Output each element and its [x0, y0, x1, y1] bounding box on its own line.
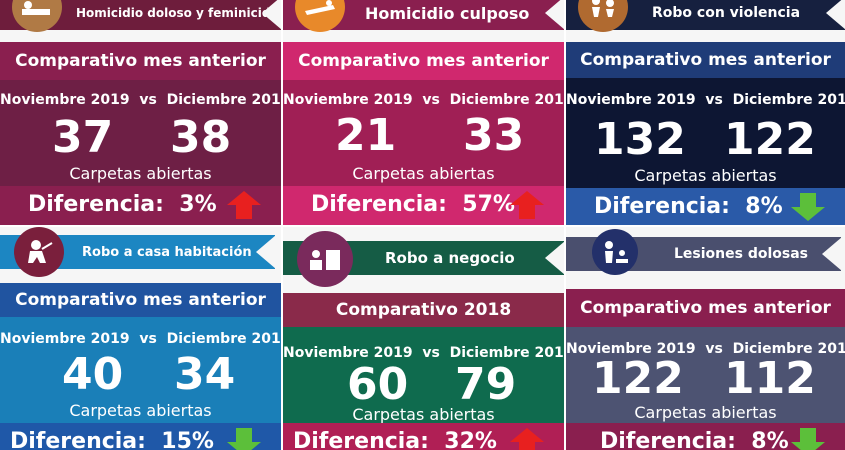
stats-box: Noviembre 2019 vs Diciembre 2019 132 122 … — [566, 78, 845, 188]
value-previous: 40 — [62, 349, 124, 400]
month-a: Noviembre 2019 — [0, 92, 130, 108]
difference-value: 15% — [161, 429, 214, 450]
panel-title: Robo con violencia — [652, 5, 801, 21]
month-a: Noviembre 2019 — [566, 341, 696, 357]
difference-label: Diferencia: — [28, 192, 164, 217]
month-b: Diciembre 2019 — [449, 92, 564, 108]
panel-homicidio-doloso: Homicidio doloso y feminicidio Comparati… — [0, 0, 281, 225]
shop-robbery-icon — [297, 231, 353, 287]
difference-value: 32% — [444, 429, 497, 450]
value-current: 34 — [174, 349, 236, 400]
panel-robo-negocio: Robo a negocio Comparativo 2018 Noviembr… — [283, 227, 564, 450]
panel-title: Robo a negocio — [385, 249, 515, 267]
month-a: Noviembre 2019 — [283, 345, 413, 361]
panel-homicidio-culposo: Homicidio culposo Comparativo mes anteri… — [283, 0, 564, 225]
stats-box: Noviembre 2019 vs Diciembre 2019 40 34 Ca… — [0, 317, 281, 423]
vs-label: vs — [705, 341, 723, 357]
difference-bar: Diferencia: 57% — [283, 186, 564, 225]
month-b: Diciembre 2019 — [732, 92, 845, 108]
difference-label: Diferencia: — [293, 429, 429, 450]
carpetas-label: Carpetas abiertas — [352, 405, 495, 424]
stats-box: Noviembre 2019 vs Diciembre 2019 37 38 Ca… — [0, 80, 281, 186]
month-b: Diciembre 2019 — [449, 345, 564, 361]
value-current: 33 — [463, 110, 525, 161]
stats-box: Noviembre 2019 vs Diciembre 2019 21 33 Ca… — [283, 80, 564, 186]
carpetas-label: Carpetas abiertas — [634, 403, 777, 422]
value-previous: 60 — [347, 359, 409, 410]
value-current: 112 — [724, 353, 816, 404]
burglar-icon — [14, 227, 64, 277]
panel-lesiones-dolosas: Lesiones dolosas Comparativo mes anterio… — [566, 227, 845, 450]
value-current: 122 — [724, 114, 816, 165]
month-b: Diciembre 2019 — [166, 331, 281, 347]
arrow-down-icon — [791, 428, 825, 450]
vs-label: vs — [422, 345, 440, 361]
difference-value: 8% — [745, 194, 783, 219]
carpetas-label: Carpetas abiertas — [69, 164, 212, 183]
carpetas-label: Carpetas abiertas — [352, 164, 495, 183]
panel-title: Homicidio doloso y feminicidio — [76, 6, 281, 20]
comparison-header: Comparativo mes anterior — [283, 42, 564, 80]
difference-label: Diferencia: — [600, 429, 736, 450]
injury-icon — [592, 229, 638, 275]
comparison-header: Comparativo mes anterior — [0, 42, 281, 80]
carpetas-label: Carpetas abiertas — [69, 401, 212, 420]
month-b: Diciembre 2019 — [732, 341, 845, 357]
difference-bar: Diferencia: 15% — [0, 423, 281, 450]
difference-bar: Diferencia: 8% — [566, 423, 845, 450]
difference-value: 3% — [179, 192, 217, 217]
comparison-header: Comparativo mes anterior — [566, 289, 845, 327]
vs-label: vs — [139, 331, 157, 347]
panel-title: Robo a casa habitación — [82, 244, 252, 260]
value-current: 38 — [170, 112, 232, 163]
vs-label: vs — [705, 92, 723, 108]
panel-title: Homicidio culposo — [365, 3, 530, 23]
arrow-up-icon — [227, 191, 261, 219]
difference-label: Diferencia: — [10, 429, 146, 450]
stats-box: Noviembre 2019 vs Diciembre 2019 122 112 … — [566, 327, 845, 423]
difference-label: Diferencia: — [311, 192, 447, 217]
arrow-down-icon — [791, 193, 825, 221]
value-previous: 37 — [52, 112, 114, 163]
arrow-down-icon — [227, 428, 261, 450]
month-a: Noviembre 2019 — [0, 331, 130, 347]
value-previous: 132 — [594, 114, 686, 165]
month-a: Noviembre 2019 — [566, 92, 696, 108]
stats-box: Noviembre 2019 vs Diciembre 2019 60 79 Ca… — [283, 327, 564, 424]
month-b: Diciembre 2019 — [166, 92, 281, 108]
difference-value: 8% — [751, 429, 789, 450]
difference-bar: Diferencia: 32% — [283, 423, 564, 450]
vs-label: vs — [139, 92, 157, 108]
comparison-header: Comparativo mes anterior — [566, 42, 845, 78]
difference-value: 57% — [462, 192, 515, 217]
difference-bar: Diferencia: 3% — [0, 186, 281, 225]
value-current: 79 — [455, 359, 517, 410]
difference-label: Diferencia: — [594, 194, 730, 219]
arrow-up-icon — [510, 428, 544, 450]
month-a: Noviembre 2019 — [283, 92, 413, 108]
comparison-header: Comparativo 2018 — [283, 293, 564, 327]
panel-robo-con-violencia: Robo con violencia Comparativo mes anter… — [566, 0, 845, 225]
value-previous: 21 — [335, 110, 397, 161]
panel-title: Lesiones dolosas — [674, 246, 809, 262]
value-previous: 122 — [592, 353, 684, 404]
difference-bar: Diferencia: 8% — [566, 188, 845, 225]
panel-robo-casa-habitacion: Robo a casa habitación Comparativo mes a… — [0, 227, 281, 450]
comparison-header: Comparativo mes anterior — [0, 283, 281, 317]
carpetas-label: Carpetas abiertas — [634, 166, 777, 185]
vs-label: vs — [422, 92, 440, 108]
arrow-up-icon — [510, 191, 544, 219]
